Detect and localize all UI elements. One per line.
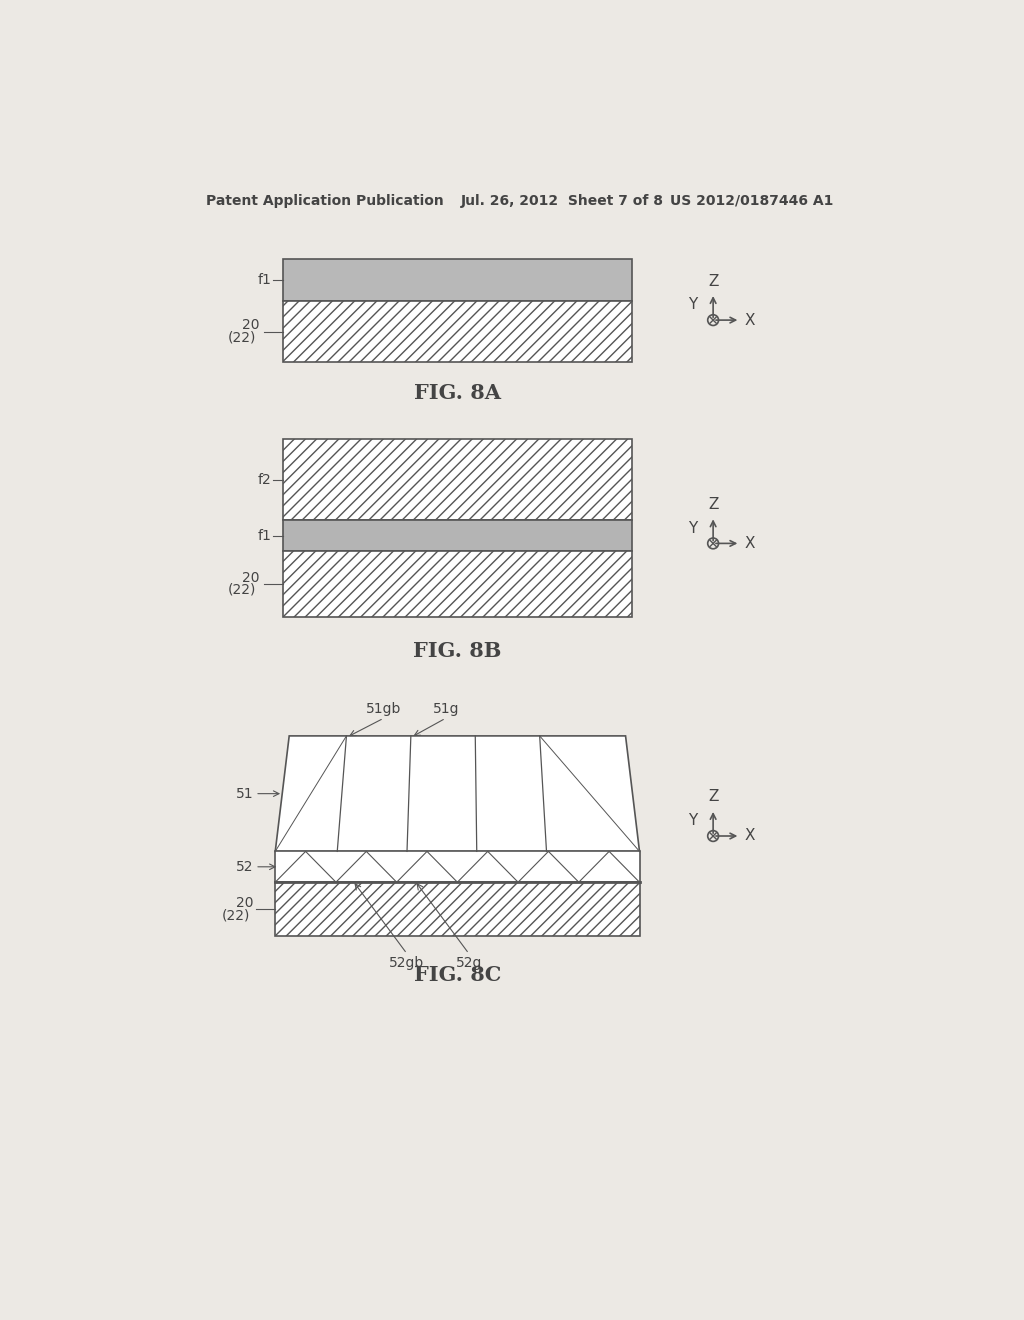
Text: 52g: 52g: [456, 956, 482, 970]
Text: Z: Z: [708, 273, 718, 289]
Text: X: X: [744, 829, 756, 843]
Bar: [283, 552, 632, 616]
Text: Z: Z: [708, 789, 718, 804]
Text: Z: Z: [708, 496, 718, 512]
Text: X: X: [744, 536, 756, 550]
Text: (22): (22): [222, 908, 251, 923]
Text: f1: f1: [257, 273, 271, 286]
Bar: [275, 882, 640, 936]
Text: Y: Y: [688, 813, 697, 829]
Bar: [275, 851, 640, 882]
Text: FIG. 8C: FIG. 8C: [414, 965, 501, 985]
Polygon shape: [275, 737, 640, 851]
Text: 51gb: 51gb: [366, 702, 401, 715]
Bar: [283, 259, 632, 301]
Text: f2: f2: [258, 473, 271, 487]
Text: Y: Y: [688, 297, 697, 313]
Text: (22): (22): [227, 331, 256, 345]
Text: 20: 20: [243, 570, 260, 585]
Text: Jul. 26, 2012  Sheet 7 of 8: Jul. 26, 2012 Sheet 7 of 8: [461, 194, 665, 207]
Bar: [283, 301, 632, 363]
Text: FIG. 8B: FIG. 8B: [414, 642, 502, 661]
Text: US 2012/0187446 A1: US 2012/0187446 A1: [671, 194, 834, 207]
Text: X: X: [744, 313, 756, 327]
Text: 51: 51: [236, 787, 254, 801]
Text: (22): (22): [227, 583, 256, 597]
Text: FIG. 8A: FIG. 8A: [414, 383, 501, 403]
Text: 52gb: 52gb: [389, 956, 425, 970]
Text: f1: f1: [257, 529, 271, 543]
Text: 51g: 51g: [432, 702, 459, 715]
Text: Y: Y: [688, 520, 697, 536]
Text: 52: 52: [237, 859, 254, 874]
Text: 20: 20: [243, 318, 260, 333]
Text: Patent Application Publication: Patent Application Publication: [206, 194, 443, 207]
Bar: [283, 440, 632, 520]
Bar: [283, 520, 632, 552]
Text: 20: 20: [237, 896, 254, 909]
